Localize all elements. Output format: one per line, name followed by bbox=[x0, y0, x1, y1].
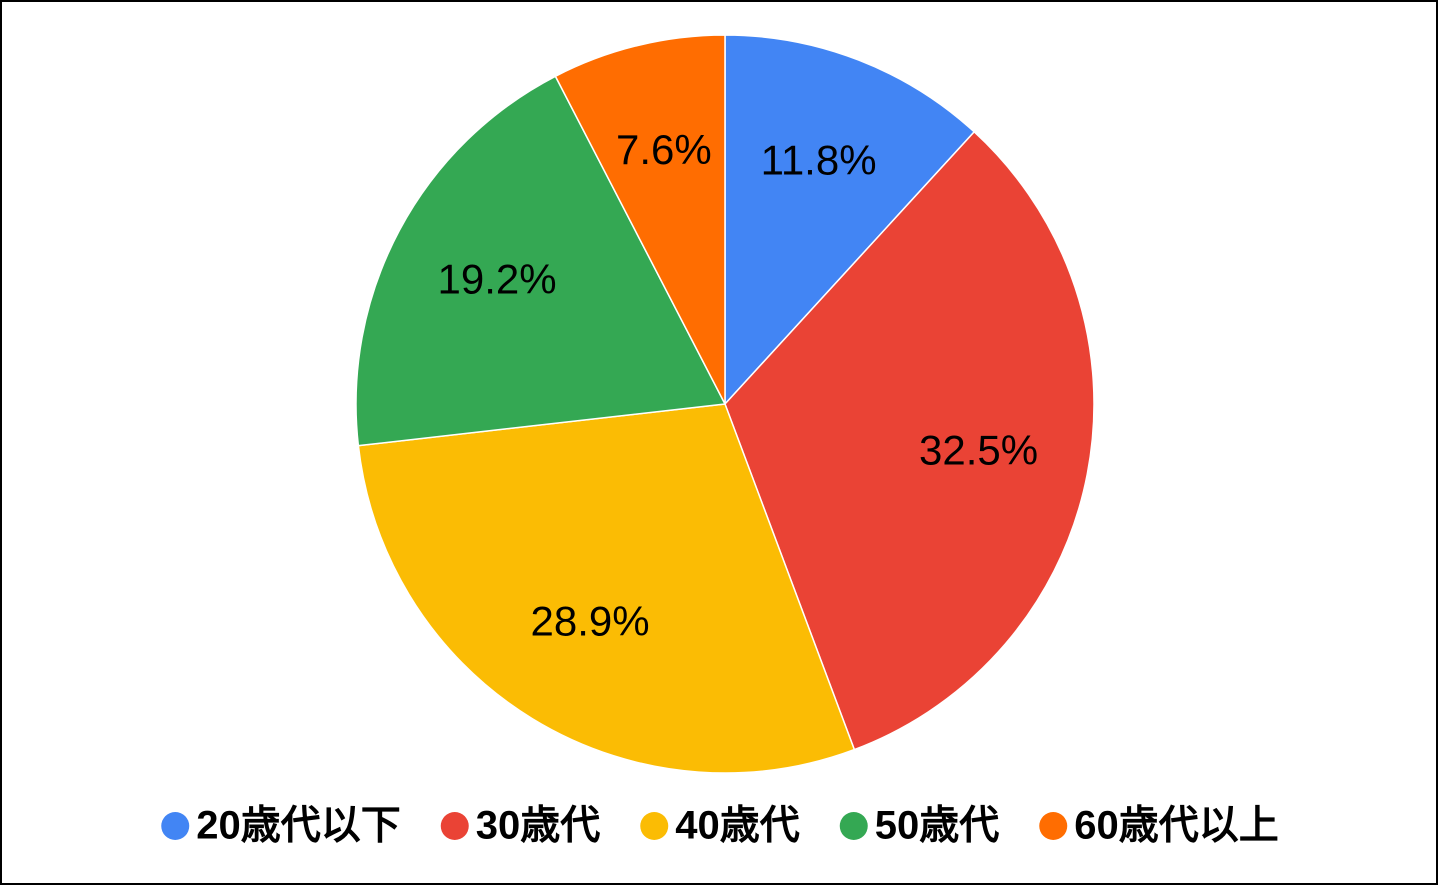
legend-marker bbox=[640, 812, 669, 840]
pie-slice bbox=[724, 34, 976, 406]
value-label: 28.9% bbox=[530, 597, 649, 644]
legend-marker bbox=[440, 812, 469, 840]
value-label: 7.6% bbox=[616, 126, 712, 173]
value-label: 11.8% bbox=[761, 136, 877, 183]
pie-slice bbox=[355, 75, 727, 447]
legend-label: 20歳代以下 bbox=[196, 804, 401, 848]
legend-marker bbox=[161, 812, 190, 840]
legend-label: 30歳代 bbox=[476, 804, 601, 848]
value-label: 19.2% bbox=[438, 256, 557, 303]
legend-marker bbox=[1039, 812, 1068, 840]
legend-label: 60歳代以上 bbox=[1074, 804, 1279, 848]
legend-marker bbox=[839, 812, 868, 840]
pie-slice bbox=[357, 403, 856, 774]
pie-slice bbox=[724, 130, 1095, 751]
value-label: 32.5% bbox=[919, 426, 1038, 473]
legend-label: 40歳代 bbox=[675, 804, 800, 848]
pie-slice bbox=[554, 34, 726, 405]
legend-label: 50歳代 bbox=[875, 804, 1000, 848]
